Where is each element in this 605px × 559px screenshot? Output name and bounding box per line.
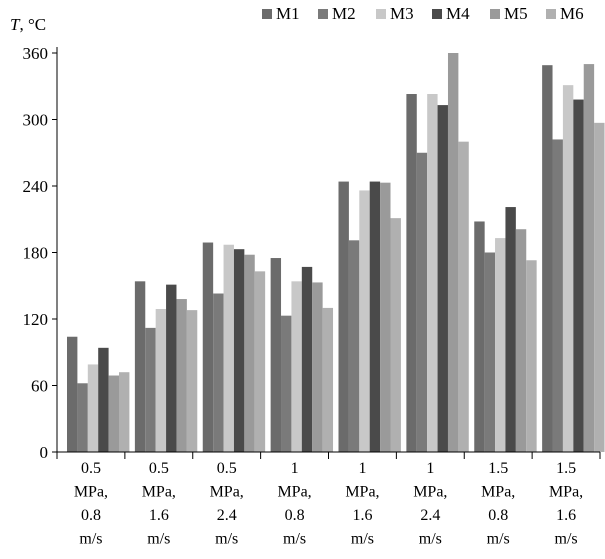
bar-m5-cat-4 (312, 282, 323, 452)
y-tick-label: 240 (23, 177, 49, 196)
y-tick-label: 360 (23, 44, 49, 63)
bar-m6-cat-2 (186, 310, 198, 452)
legend-label-m2: M2 (332, 4, 356, 23)
legend: M1 M2 M3 M4 M5 M6 (262, 4, 584, 23)
bar-m5-cat-7 (515, 229, 527, 452)
axes-layer: 0 60 120 180 240 300 360 0.5 MPa, 0.8 m/s 0.5 MPa, 1.… (23, 44, 601, 548)
bar-m5-cat-6 (447, 53, 459, 452)
bar-m3-cat-2 (155, 309, 167, 452)
x-tick-label: 0.5 MPa, 2.4 m/s (210, 460, 244, 548)
legend-swatch-m6 (546, 9, 556, 19)
legend-label-m3: M3 (390, 4, 414, 23)
bar-m6-cat-1 (119, 372, 130, 452)
bar-m3-cat-1 (87, 364, 99, 452)
bar-m2-cat-3 (213, 293, 224, 452)
bar-m4-cat-5 (369, 181, 381, 452)
y-tick-label: 300 (23, 111, 49, 130)
bar-m6-cat-6 (458, 141, 469, 453)
x-tick-label: 1 MPa, 0.8 m/s (277, 460, 311, 548)
bar-m5-cat-2 (176, 299, 187, 452)
y-tick-label: 180 (23, 244, 49, 263)
bar-m2-cat-6 (416, 152, 428, 452)
bar-m2-cat-1 (77, 383, 88, 452)
bar-m1-cat-5 (338, 181, 349, 452)
legend-swatch-m1 (262, 9, 272, 19)
legend-swatch-m4 (432, 9, 442, 19)
bar-m1-cat-3 (202, 242, 214, 452)
bar-m3-cat-5 (359, 190, 370, 452)
legend-swatch-m3 (376, 9, 386, 19)
bar-m4-cat-8 (573, 99, 584, 453)
legend-label-m6: M6 (560, 4, 584, 23)
bar-m5-cat-1 (108, 375, 119, 452)
bar-m3-cat-6 (427, 94, 438, 452)
bar-m6-cat-3 (254, 271, 266, 452)
bar-m3-cat-7 (495, 238, 506, 452)
y-axis-label-unit: , °C (19, 15, 46, 34)
y-tick-label: 60 (31, 377, 48, 396)
bar-m1-cat-2 (134, 281, 146, 452)
bar-m3-cat-8 (562, 85, 574, 452)
y-tick-label: 120 (23, 310, 49, 329)
x-tick-label: 0.5 MPa, 1.6 m/s (142, 460, 176, 548)
bar-m4-cat-1 (98, 347, 109, 452)
bar-m2-cat-5 (348, 240, 360, 452)
bar-m1-cat-6 (406, 94, 417, 452)
bar-m4-cat-4 (301, 266, 313, 452)
y-tick-label: 0 (40, 443, 49, 462)
x-tick-label: 1.5 MPa, 0.8 m/s (481, 460, 515, 548)
bar-m4-cat-2 (166, 284, 177, 452)
bar-m1-cat-7 (474, 221, 485, 452)
bar-m3-cat-4 (291, 281, 302, 452)
y-axis-label: T, °C (10, 15, 46, 34)
bar-m1-cat-1 (67, 336, 78, 452)
y-axis-label-symbol: T (10, 15, 21, 34)
bar-m6-cat-4 (322, 307, 334, 452)
bar-m1-cat-4 (270, 258, 282, 452)
bar-m5-cat-5 (380, 182, 391, 453)
bar-m4-cat-3 (233, 249, 245, 452)
bar-m2-cat-4 (281, 315, 292, 452)
bar-m4-cat-6 (437, 105, 448, 452)
legend-label-m1: M1 (276, 4, 300, 23)
legend-swatch-m5 (490, 9, 500, 19)
bar-m2-cat-8 (552, 139, 563, 452)
legend-label-m5: M5 (504, 4, 528, 23)
bar-m3-cat-3 (223, 244, 234, 452)
x-tick-label: 1.5 MPa, 1.6 m/s (549, 460, 583, 548)
x-tick-label: 1 MPa, 1.6 m/s (345, 460, 379, 548)
bar-m6-cat-5 (390, 218, 401, 452)
bar-m2-cat-7 (484, 252, 496, 452)
legend-label-m4: M4 (446, 4, 470, 23)
bar-m4-cat-7 (505, 207, 516, 452)
bar-m6-cat-8 (594, 122, 605, 452)
x-tick-label: 0.5 MPa, 0.8 m/s (74, 460, 108, 548)
legend-swatch-m2 (318, 9, 328, 19)
bars-layer (67, 53, 605, 453)
bar-m5-cat-3 (244, 254, 255, 452)
bar-m1-cat-8 (542, 65, 553, 452)
bar-m5-cat-8 (583, 64, 595, 452)
bar-m6-cat-7 (526, 260, 537, 452)
bar-m2-cat-2 (145, 327, 156, 452)
x-tick-label: 1 MPa, 2.4 m/s (413, 460, 447, 548)
